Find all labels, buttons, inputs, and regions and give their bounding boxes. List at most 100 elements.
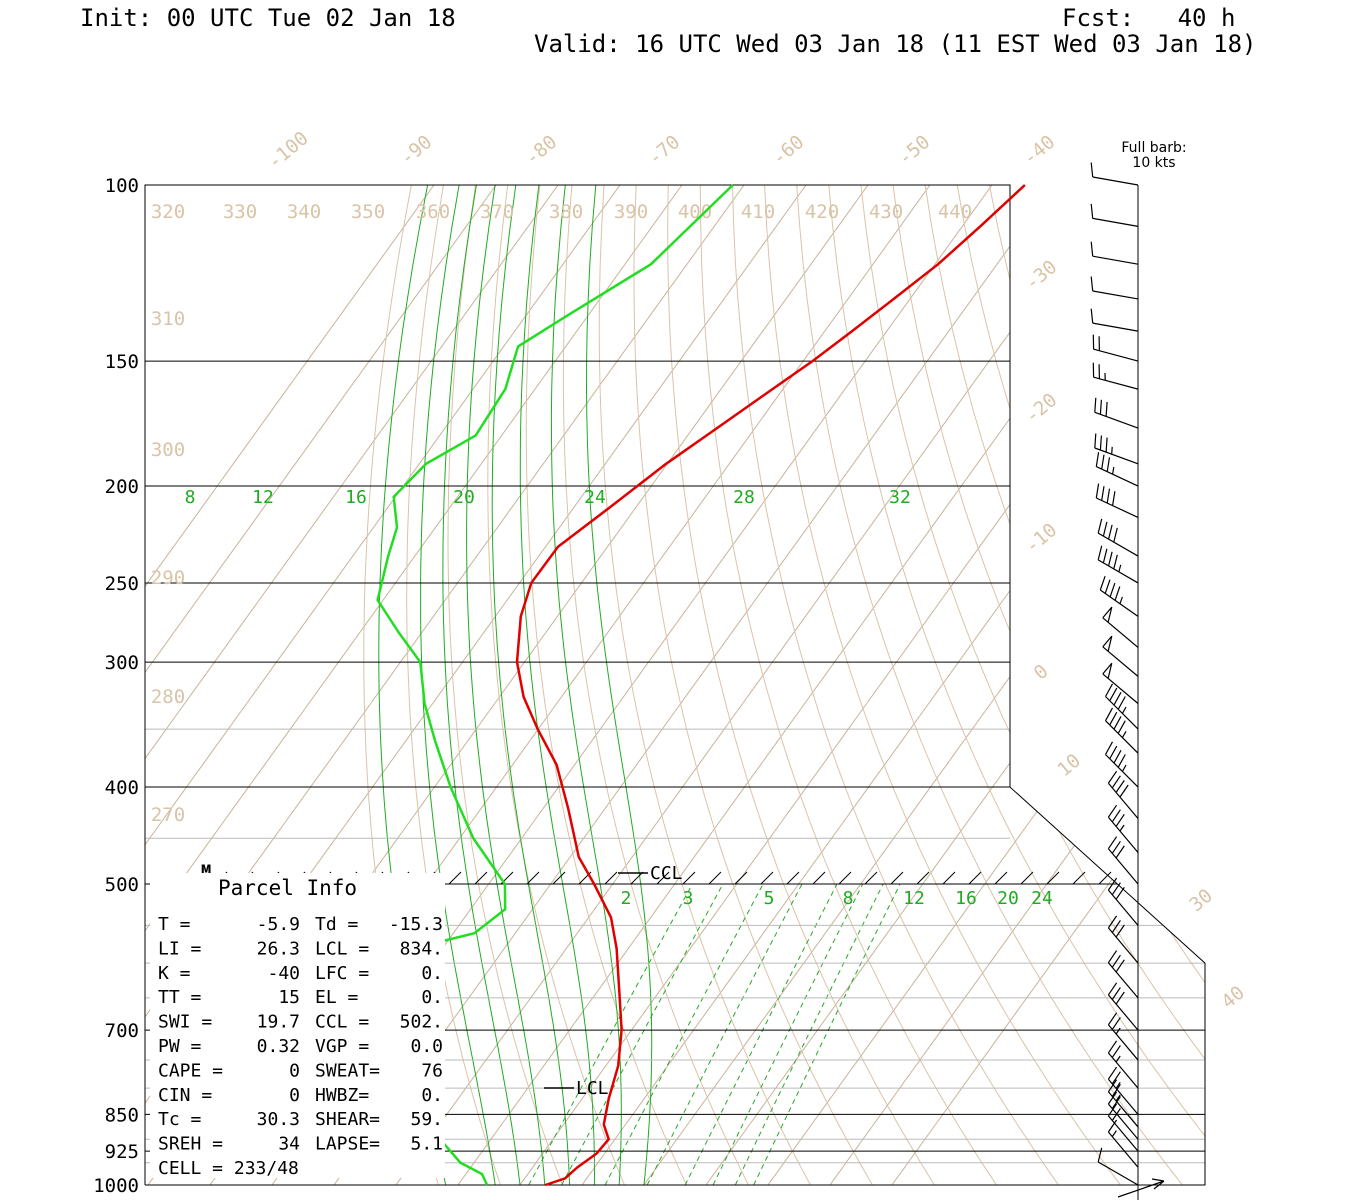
theta-label: 320: [151, 201, 185, 223]
parcel-row-label-right: Td =: [315, 914, 359, 935]
hatch-mark: [994, 871, 1008, 885]
lcl-label: LCL: [576, 1078, 609, 1099]
mixing-ratio-line: [646, 883, 803, 1185]
wind-barb: [1090, 203, 1139, 227]
parcel-row-value-right: 502.: [400, 1012, 443, 1033]
hatch-mark: [890, 871, 904, 885]
wind-barb: [1104, 741, 1139, 788]
wind-barb: [1107, 770, 1139, 819]
theta-label: 420: [805, 201, 839, 223]
dry-adiabat-line: [956, 185, 1205, 1185]
pressure-tick-label: 700: [105, 1020, 139, 1042]
mixing-ratio-line: [561, 883, 724, 1185]
wind-barb: [1097, 545, 1139, 584]
mixing-ratio-line: [604, 883, 764, 1185]
parcel-row-label: PW =: [158, 1036, 202, 1057]
isotherm-line: [891, 185, 1205, 1185]
wind-barb: [1107, 1066, 1139, 1115]
parcel-row-value: 0.32: [257, 1036, 300, 1057]
moist-adiabat-label: 32: [889, 487, 911, 508]
parcel-row-label-right: VGP =: [315, 1036, 369, 1057]
parcel-row-label-right: CCL =: [315, 1012, 369, 1033]
parcel-row-label: K =: [158, 963, 191, 984]
hatch-mark: [812, 871, 826, 885]
parcel-row-value-right: 0.0: [410, 1036, 443, 1057]
isotherm-label: -40: [1019, 131, 1059, 170]
hatch-mark: [656, 871, 670, 885]
moist-adiabat-line: [519, 185, 595, 1185]
parcel-row-label: LI =: [158, 938, 202, 959]
hatch-mark: [474, 871, 488, 885]
theta-label: 330: [223, 201, 257, 223]
parcel-row-label-right: SWEAT=: [315, 1060, 380, 1081]
dry-adiabat-line: [892, 185, 1205, 1185]
hatch-mark: [838, 871, 852, 885]
hatch-mark: [864, 871, 878, 885]
parcel-info-title: Parcel Info: [218, 876, 357, 900]
isotherm-line: [643, 185, 1205, 1185]
parcel-row-value: -40: [267, 963, 300, 984]
theta-label: 410: [741, 201, 775, 223]
parcel-info-box: [150, 873, 445, 1178]
wind-barb: [1107, 915, 1139, 964]
wind-barb: [1107, 877, 1139, 926]
moist-adiabat-label: 16: [345, 487, 367, 508]
chart-frame: [144, 184, 1206, 1200]
theta-label: 390: [614, 201, 648, 223]
hatch-mark: [968, 871, 982, 885]
ccl-label: CCL: [650, 863, 683, 884]
parcel-row-value: 15: [278, 987, 300, 1008]
wind-barb: [1090, 241, 1139, 265]
isotherm-label: -20: [1021, 389, 1061, 428]
mixing-ratio-label: 2: [621, 888, 632, 909]
parcel-row-value: -5.9: [257, 914, 300, 935]
moist-adiabat-label: 20: [453, 487, 475, 508]
wind-barb: [1102, 662, 1139, 704]
isotherm-label: -90: [396, 131, 436, 170]
wind-barb: [1107, 1091, 1139, 1140]
pressure-tick-label: 1000: [93, 1175, 139, 1197]
isotherm-line: [457, 185, 1179, 1185]
dry-adiabat-line: [667, 185, 935, 1185]
hatch-mark: [786, 871, 800, 885]
wind-barb: [1104, 683, 1139, 730]
hatch-mark: [448, 871, 462, 885]
legend-full-barb: Full barb:: [1121, 140, 1186, 156]
dry-adiabat-line: [860, 185, 1205, 1185]
parcel-row-label-right: LFC =: [315, 963, 369, 984]
hatch-mark: [1098, 871, 1112, 885]
parcel-row-value: 30.3: [257, 1109, 300, 1130]
theta-label: 310: [151, 308, 185, 330]
hatch-mark: [604, 871, 618, 885]
mixing-ratio-label: 16: [955, 888, 977, 909]
valid-time-label: Valid: 16 UTC Wed 03 Jan 18 (11 EST Wed …: [534, 30, 1257, 58]
hatch-mark: [1072, 871, 1086, 885]
theta-label: 270: [151, 804, 185, 826]
isotherm-label: 10: [1053, 750, 1085, 782]
moist-adiabat-line: [466, 185, 546, 1185]
moist-adiabat-label: 8: [185, 487, 196, 508]
init-time-label: Init: 00 UTC Tue 02 Jan 18: [80, 4, 456, 32]
parcel-row-value-right: 0.: [421, 1085, 443, 1106]
wind-barb: [1090, 162, 1139, 186]
theta-label: 340: [287, 201, 321, 223]
wind-barb: [1107, 1012, 1139, 1061]
theta-label: 430: [869, 201, 903, 223]
dry-adiabat-line: [1021, 185, 1205, 1185]
hatch-mark: [1020, 871, 1034, 885]
temperature-line: [515, 184, 1026, 1187]
dry-adiabat-line: [447, 185, 563, 1185]
wind-barb: [1095, 452, 1139, 487]
wind-barb: [1107, 836, 1139, 885]
hatch-mark: [526, 871, 540, 885]
theta-label: 400: [678, 201, 712, 223]
isotherm-line: [395, 185, 1117, 1185]
parcel-row-value-right: 5.1: [410, 1134, 443, 1155]
wind-barb: [1092, 334, 1139, 362]
parcel-row-value-right: 0.: [421, 963, 443, 984]
mixing-ratio-line: [528, 883, 693, 1185]
wind-barb: [1104, 707, 1139, 754]
dry-adiabat-line: [1053, 185, 1205, 1185]
wind-barb: [1107, 950, 1139, 999]
